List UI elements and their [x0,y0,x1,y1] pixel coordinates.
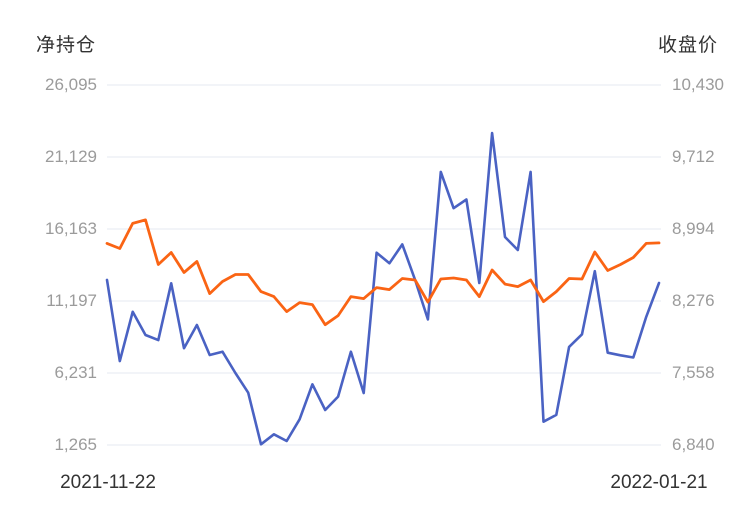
right-axis-tick: 8,276 [672,291,715,310]
left-axis-tick: 21,129 [45,147,97,166]
right-axis-tick: 6,840 [672,435,715,454]
gridlines [107,84,661,446]
x-axis-start-label: 2021-11-22 [60,472,156,493]
right-axis-tick: 7,558 [672,363,715,382]
close-price-line [105,218,661,327]
left-axis-tick: 26,095 [45,75,97,94]
left-axis-tick: 11,197 [46,291,97,310]
left-axis-tick: 1,265 [54,435,97,454]
net-position-line [105,131,661,446]
right-axis-title: 收盘价 [657,35,718,56]
x-axis-end-label: 2022-01-21 [610,472,708,493]
right-axis-tick: 9,712 [672,147,715,166]
left-axis-tick: 16,163 [45,219,97,238]
right-axis-tick: 10,430 [672,75,724,94]
left-axis-tick: 6,231 [54,363,97,382]
right-axis-tick: 8,994 [672,219,715,238]
left-axis-title: 净持仓 [36,35,97,56]
